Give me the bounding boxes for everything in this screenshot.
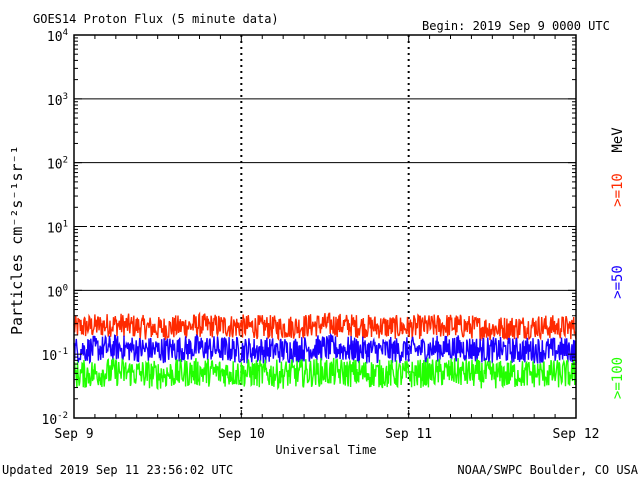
- y-tick-label: 100: [47, 283, 68, 300]
- y-tick-label: 104: [47, 28, 68, 45]
- chart-title: GOES14 Proton Flux (5 minute data): [33, 12, 279, 26]
- begin-date: Begin: 2019 Sep 9 0000 UTC: [422, 19, 610, 33]
- label-ge10: >=10: [610, 173, 626, 207]
- y-tick-label: 102: [47, 156, 68, 173]
- x-tick-label: Sep 9: [54, 427, 93, 442]
- label-ge50: >=50: [610, 265, 626, 299]
- y-tick-label: 101: [47, 220, 68, 237]
- y-tick-label: 10-1: [42, 347, 69, 364]
- label-ge100: >=100: [610, 357, 626, 399]
- x-tick-label: Sep 12: [553, 427, 600, 442]
- x-tick-label: Sep 10: [218, 427, 265, 442]
- series-line-2: [73, 332, 577, 365]
- series-line-3: [73, 356, 577, 391]
- series-line-1: [73, 311, 577, 342]
- x-tick-label: Sep 11: [385, 427, 432, 442]
- x-axis-label: Universal Time: [275, 443, 376, 457]
- plot-frame: [73, 34, 577, 419]
- y-tick-label: 10-2: [42, 411, 69, 428]
- y-tick-label: 103: [47, 92, 68, 109]
- y-axis-label: Particles cm⁻²s⁻¹sr⁻¹: [8, 145, 26, 335]
- mev-label: MeV: [610, 127, 626, 153]
- updated-timestamp: Updated 2019 Sep 11 23:56:02 UTC: [2, 463, 233, 477]
- source-credit: NOAA/SWPC Boulder, CO USA: [457, 463, 638, 477]
